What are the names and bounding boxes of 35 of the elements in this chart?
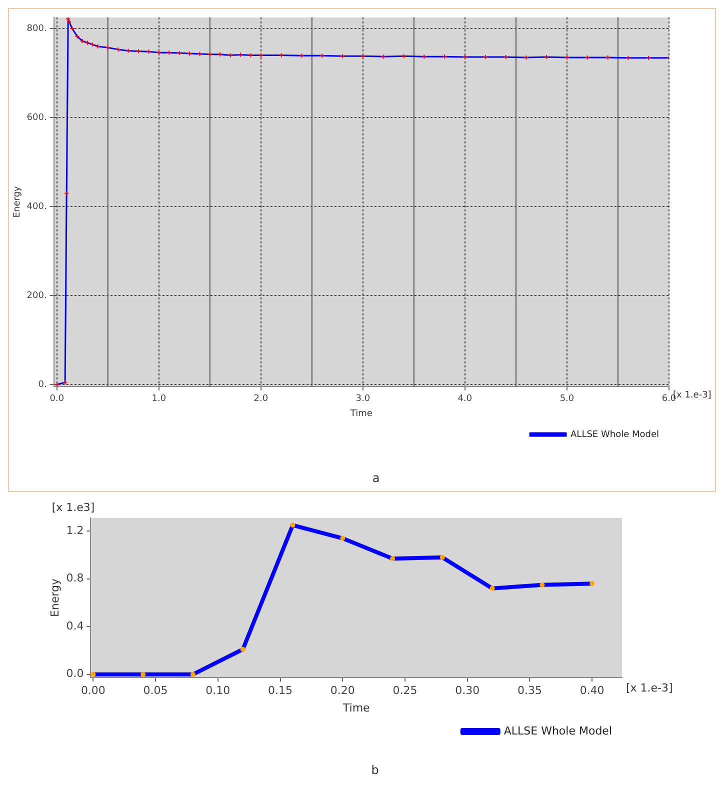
x-tick-label: 6.0 (662, 394, 676, 404)
x-tick-label: 4.0 (458, 394, 472, 404)
y-tick-label: 0. (38, 380, 47, 390)
x-tick-label: 0.0 (50, 394, 64, 404)
x-tick-label: 0.30 (455, 684, 480, 698)
text: a (372, 471, 380, 486)
y-axis-title: Energy (12, 185, 23, 218)
x-tick-label: 0.05 (143, 684, 168, 698)
y-tick-label: 0.8 (66, 572, 84, 585)
y-tick-label: 0.0 (66, 667, 84, 680)
x-axis-title: Time (349, 408, 373, 419)
y-tick-label: 600. (26, 112, 47, 123)
x-tick-label: 0.20 (330, 684, 355, 698)
y-tick-label: 200. (26, 290, 47, 301)
legend-label: ALLSE Whole Model (570, 430, 660, 440)
y-tick-label: 400. (26, 202, 47, 212)
x-tick-label: 0.35 (517, 684, 542, 698)
x-tick-label: 0.15 (268, 684, 293, 698)
y-tick-label: 800. (26, 24, 47, 34)
text: [x 1.e-3] (626, 681, 673, 694)
y-tick-label: 1.2 (66, 524, 84, 537)
x-tick-label: 2.0 (254, 394, 268, 404)
y-axis-title: Energy (48, 578, 62, 618)
x-tick-label: 3.0 (356, 394, 370, 404)
x-tick-label: 0.10 (206, 684, 230, 698)
legend-label: ALLSE Whole Model (504, 724, 612, 738)
text: b (371, 763, 379, 778)
x-tick-label: 5.0 (560, 394, 574, 404)
x-axis-title: Time (342, 701, 370, 714)
x-tick-label: 0.00 (80, 684, 106, 698)
text: [x 1.e3] (52, 500, 95, 514)
y-tick-label: 0.4 (66, 619, 84, 632)
x-tick-label: 0.40 (580, 684, 604, 698)
x-tick-label: 0.25 (392, 684, 418, 698)
x-tick-label: 1.0 (152, 394, 166, 404)
